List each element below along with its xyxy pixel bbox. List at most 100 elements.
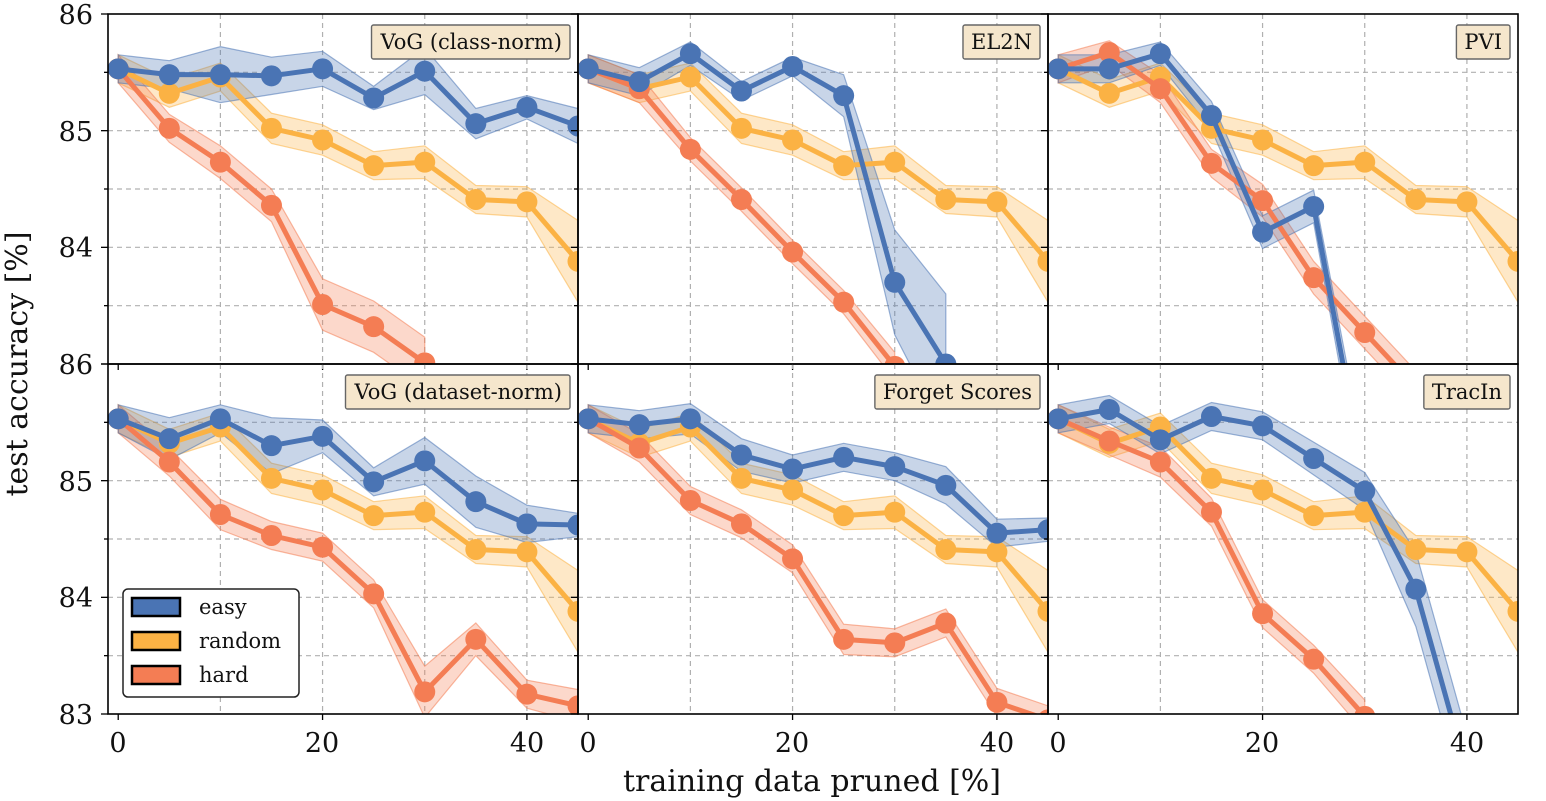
point-easy: [833, 446, 855, 468]
point-hard: [1303, 267, 1325, 289]
band-hard: [117, 403, 578, 714]
point-easy: [1149, 43, 1171, 65]
legend-label-easy: easy: [199, 595, 247, 619]
point-hard: [414, 352, 436, 364]
line-easy: [587, 416, 1048, 536]
x-tick-label: 40: [1450, 728, 1484, 759]
point-hard: [1098, 430, 1120, 452]
line-random: [117, 66, 578, 263]
point-easy: [628, 414, 650, 436]
point-hard: [363, 583, 385, 605]
point-easy: [414, 450, 436, 472]
point-easy: [260, 65, 282, 87]
point-hard: [1354, 322, 1376, 343]
point-random: [465, 539, 487, 560]
panel-title: TracIn: [1432, 380, 1502, 404]
y-tick-label: 84: [59, 583, 93, 614]
point-easy: [363, 471, 385, 493]
point-random: [260, 117, 282, 139]
point-random: [1037, 600, 1048, 622]
point-hard: [833, 628, 855, 650]
legend-label-hard: hard: [199, 663, 249, 687]
point-hard: [679, 138, 701, 160]
panel-tracin: TracIn: [1041, 363, 1519, 720]
x-axis-label: training data pruned [%]: [623, 764, 1001, 799]
x-tick-label: 0: [109, 728, 126, 759]
plot-area: [108, 403, 578, 714]
point-easy: [414, 60, 436, 82]
y-tick-label: 86: [59, 350, 93, 381]
point-easy: [1200, 406, 1222, 427]
point-hard: [1252, 603, 1274, 625]
y-tick-label: 84: [59, 233, 93, 264]
point-easy: [1252, 221, 1274, 243]
y-axis-ticks: 86 85 84 86 85 84 83: [59, 0, 93, 731]
point-easy: [108, 58, 129, 80]
legend-swatch-random: [130, 630, 182, 652]
title-box-background: [344, 374, 571, 410]
point-random: [1507, 250, 1518, 272]
point-hard: [312, 536, 334, 558]
y-tick-label: 85: [59, 467, 93, 498]
panel-pvi: PVI: [1041, 13, 1519, 370]
panel-title-box: Forget Scores: [874, 374, 1041, 410]
x-tick-label: 20: [305, 728, 339, 759]
point-easy: [312, 58, 334, 80]
legend-swatch-easy: [130, 596, 182, 618]
panel-title-box: TracIn: [1423, 374, 1511, 410]
point-easy: [1200, 105, 1222, 126]
point-hard: [782, 548, 804, 570]
point-random: [679, 66, 701, 88]
legend-label-random: random: [199, 629, 281, 653]
point-random: [1098, 82, 1120, 104]
point-easy: [730, 444, 752, 466]
point-hard: [516, 683, 538, 705]
point-hard: [884, 632, 906, 654]
point-random: [935, 189, 957, 210]
panel-title: VoG (class-norm): [380, 30, 562, 54]
panel-title: EL2N: [971, 30, 1032, 54]
point-easy: [1405, 578, 1427, 600]
point-hard: [1303, 648, 1325, 670]
band-easy: [117, 46, 578, 145]
point-easy: [1252, 415, 1274, 437]
point-easy: [158, 64, 180, 86]
point-hard: [1098, 42, 1120, 63]
point-random: [1303, 505, 1325, 527]
point-hard: [730, 513, 752, 535]
point-random: [1200, 467, 1222, 489]
point-easy: [1354, 480, 1376, 502]
point-hard: [567, 695, 578, 714]
title-box-background: [1455, 24, 1511, 60]
y-tick-label: 85: [59, 117, 93, 148]
point-random: [782, 129, 804, 151]
panel-el2n: EL2N: [571, 13, 1049, 370]
title-box-background: [370, 24, 571, 60]
legend-swatch-hard: [130, 664, 182, 686]
point-random: [516, 191, 538, 213]
point-hard: [986, 691, 1008, 713]
band-hard: [587, 403, 1048, 714]
point-easy: [578, 58, 599, 80]
point-easy: [567, 514, 578, 536]
point-hard: [209, 151, 231, 173]
point-random: [363, 155, 385, 177]
point-easy: [516, 513, 538, 535]
panel-title-box: VoG (dataset-norm): [344, 374, 571, 410]
point-easy: [465, 491, 487, 513]
line-random: [587, 416, 1048, 613]
legend: easy random hard: [122, 588, 300, 698]
panel-vog-dataset-norm: VoG (dataset-norm): [101, 363, 579, 720]
point-random: [833, 505, 855, 527]
point-easy: [935, 353, 957, 364]
title-box-background: [874, 374, 1041, 410]
point-hard: [465, 628, 487, 650]
point-random: [1252, 479, 1274, 501]
line-hard: [586, 416, 1039, 714]
line-random: [1057, 66, 1518, 263]
point-easy: [1048, 58, 1069, 80]
panel-title-box: PVI: [1455, 24, 1511, 60]
panel-title-box: VoG (class-norm): [370, 24, 571, 60]
title-box-background: [1423, 374, 1511, 410]
